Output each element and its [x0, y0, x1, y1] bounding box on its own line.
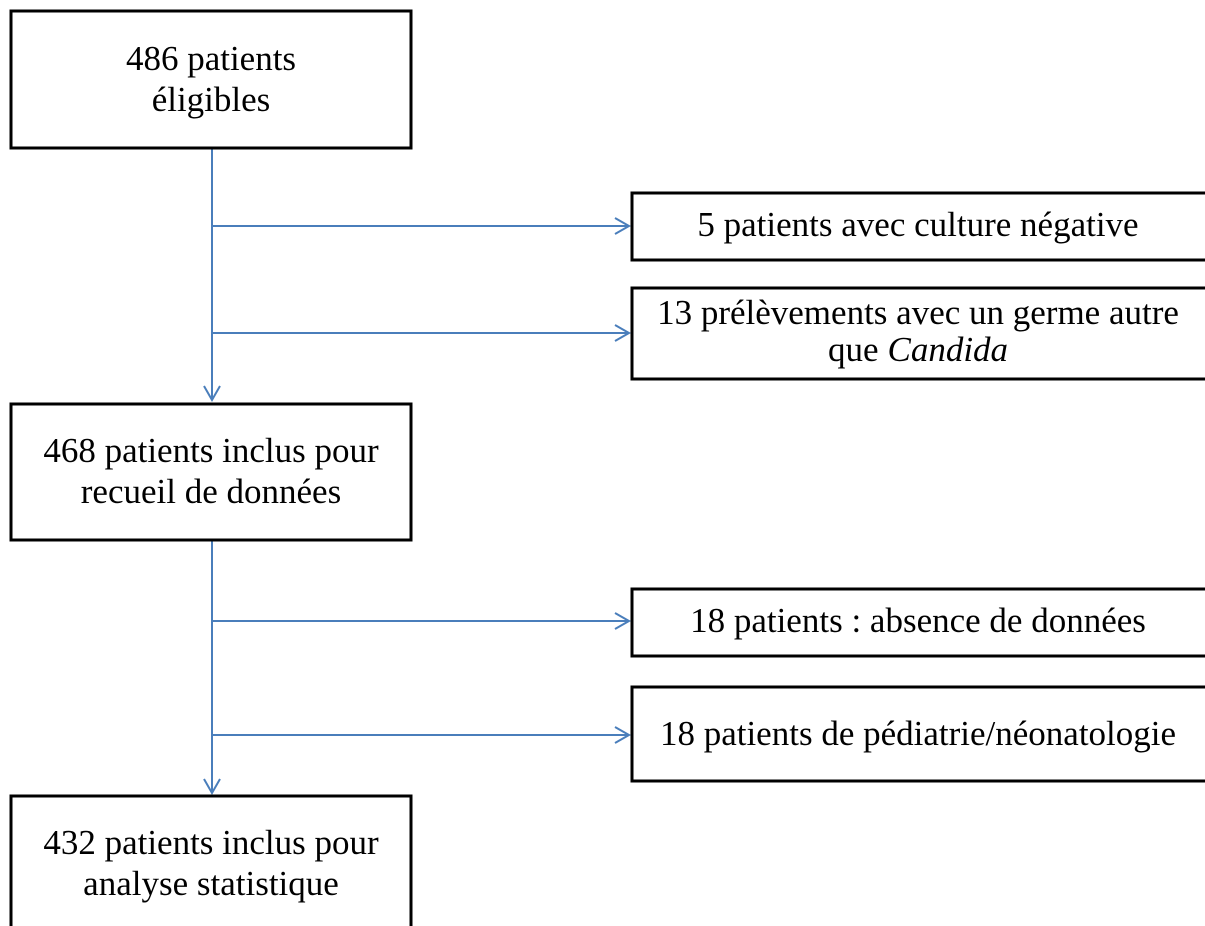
node-text: que Candida — [828, 330, 1008, 369]
box — [630, 191, 1205, 262]
node-text: que — [828, 330, 879, 369]
arrowhead — [203, 385, 221, 403]
box — [630, 685, 1205, 783]
box — [630, 587, 1205, 658]
node-text: recueil de données — [81, 472, 341, 511]
box — [9, 402, 413, 542]
node-text: 18 patients de pédiatrie/néonatologie — [660, 714, 1176, 753]
connectors — [203, 149, 632, 796]
node-text-italic: Candida — [887, 330, 1008, 369]
arrowhead — [614, 217, 632, 235]
node-text: 5 patients avec culture négative — [697, 205, 1138, 244]
box — [9, 9, 413, 150]
arrowhead — [203, 778, 221, 796]
arrowhead — [614, 726, 632, 744]
node-text: 468 patients inclus pour — [43, 431, 379, 470]
arrowhead — [614, 324, 632, 342]
node-text: éligibles — [152, 80, 271, 119]
node-text: 432 patients inclus pour — [43, 823, 379, 862]
box — [630, 286, 1205, 381]
node-text: 486 patients — [126, 39, 296, 78]
node-text: analyse statistique — [83, 864, 339, 903]
arrowhead — [614, 612, 632, 630]
box — [9, 794, 413, 926]
node-text: 13 prélèvements avec un germe autre — [657, 293, 1179, 332]
node-text: 18 patients : absence de données — [690, 601, 1146, 640]
